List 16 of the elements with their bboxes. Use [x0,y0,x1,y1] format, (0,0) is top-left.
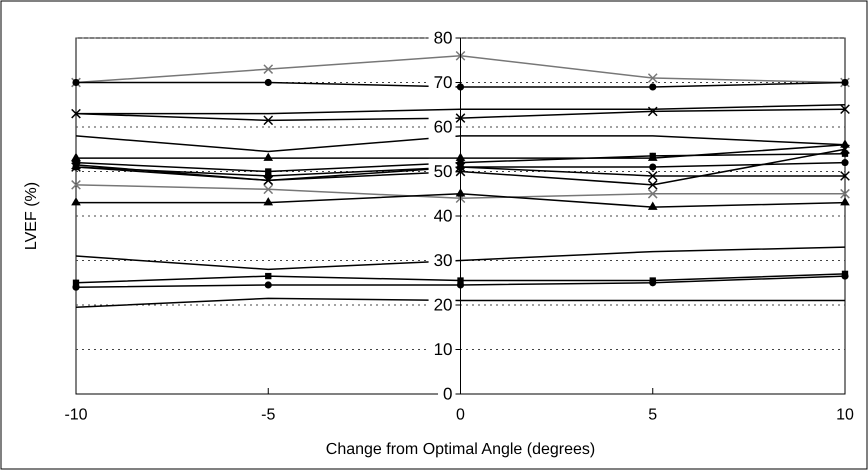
y-tick-label: 70 [434,72,452,92]
y-axis-title: LVEF (%) [23,182,40,250]
x-tick-label: -10 [64,406,88,424]
y-tick-label: 10 [434,340,452,359]
y-tick-label: 80 [434,28,452,48]
y-tick-label: 30 [434,250,452,270]
x-tick-label: 10 [836,406,854,424]
y-tick-label: 60 [434,117,452,136]
x-tick-label: -5 [261,406,276,424]
y-tick-label: 40 [434,206,452,226]
x-axis-title: Change from Optimal Angle (degrees) [326,441,596,458]
x-tick-label: 5 [648,406,658,424]
x-tick-label: 0 [456,406,466,424]
y-tick-label: 50 [434,162,452,181]
y-tick-label: 20 [434,295,452,314]
y-tick-label: 0 [443,384,452,404]
